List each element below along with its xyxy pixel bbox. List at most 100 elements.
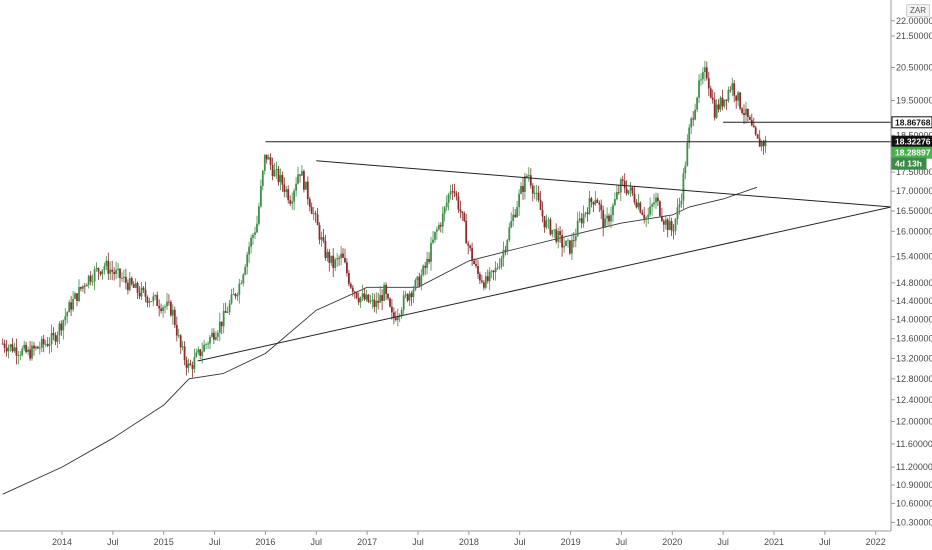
candle-body xyxy=(666,219,669,231)
candle-body xyxy=(381,295,383,301)
candle-body xyxy=(338,258,340,259)
candle-body xyxy=(659,201,661,216)
candle-body xyxy=(686,142,689,166)
candle-body xyxy=(694,109,696,120)
price-tick-label: 20.50000 xyxy=(896,63,932,73)
candle-body xyxy=(664,219,667,225)
candle-body xyxy=(70,302,72,310)
candle-body xyxy=(183,346,186,361)
candle-body xyxy=(496,267,499,269)
candle-body xyxy=(747,108,749,117)
candle-body xyxy=(213,332,215,340)
candle-body xyxy=(60,323,63,331)
candle-body xyxy=(297,174,299,184)
candle-body xyxy=(166,301,168,307)
candle-body xyxy=(688,127,691,143)
candle-body xyxy=(82,285,84,289)
candle-body xyxy=(11,344,14,352)
candle-body xyxy=(754,127,757,135)
candle-body xyxy=(97,268,100,272)
candle-body xyxy=(168,301,170,303)
candle-body xyxy=(396,316,399,320)
candle-body xyxy=(127,282,129,291)
candle-body xyxy=(359,297,362,303)
candle-body xyxy=(21,348,24,355)
time-tick-label: 2021 xyxy=(764,537,784,547)
candle-body xyxy=(260,186,262,207)
price-tick-label: 12.00000 xyxy=(896,417,932,427)
candle-body xyxy=(293,190,295,202)
candle-body xyxy=(418,276,421,287)
candle-body xyxy=(518,193,520,208)
candle-body xyxy=(723,99,726,107)
candle-body xyxy=(745,108,747,116)
candle-body xyxy=(600,204,603,211)
candle-body xyxy=(614,199,616,205)
candle-body xyxy=(471,248,473,261)
candle-body xyxy=(657,197,659,202)
candle-body xyxy=(545,220,548,228)
candle-body xyxy=(275,168,278,170)
candle-body xyxy=(559,231,561,235)
candle-body xyxy=(344,257,346,263)
candle-body xyxy=(193,357,196,369)
candle-body xyxy=(25,344,27,352)
candle-body xyxy=(111,269,114,272)
candle-body xyxy=(342,253,344,258)
candle-body xyxy=(332,255,335,268)
candle-body xyxy=(590,198,593,202)
candle-body xyxy=(553,229,556,231)
candle-body xyxy=(56,335,59,342)
candle-body xyxy=(152,296,155,302)
candle-body xyxy=(539,200,542,210)
candle-body xyxy=(54,335,57,342)
candle-body xyxy=(541,209,544,217)
candle-body xyxy=(310,207,313,214)
candle-body xyxy=(240,283,243,285)
candle-body xyxy=(447,194,450,203)
candle-body xyxy=(85,284,88,287)
candle-body xyxy=(459,209,462,212)
candle-body xyxy=(439,224,442,227)
candle-body xyxy=(357,297,360,303)
candle-body xyxy=(363,293,366,300)
candle-body xyxy=(146,296,149,303)
time-tick-label: Jul xyxy=(717,537,729,547)
candle-body xyxy=(209,337,211,344)
candle-body xyxy=(502,249,505,258)
price-tick-label: 12.80000 xyxy=(896,374,932,384)
candle-body xyxy=(361,293,364,298)
candle-body xyxy=(348,273,350,284)
candle-body xyxy=(1,343,4,345)
candle-body xyxy=(506,240,509,251)
time-tick-label: Jul xyxy=(311,537,323,547)
candle-body xyxy=(215,336,217,340)
plot-area[interactable] xyxy=(1,60,892,495)
candle-body xyxy=(445,202,448,208)
candle-body xyxy=(465,220,468,244)
candle-body xyxy=(725,99,728,101)
candle-body xyxy=(189,363,192,365)
candle-body xyxy=(641,212,644,215)
time-axis[interactable]: 2014 Jul 2015 Jul 2016 Jul 2017 Jul 2018 Jul 2019 J… xyxy=(52,531,886,547)
candle-body xyxy=(569,240,571,254)
candle-body xyxy=(504,249,507,251)
candle-body xyxy=(451,191,454,193)
candle-body xyxy=(441,213,444,227)
candle-body xyxy=(481,280,483,283)
time-tick-label: 2019 xyxy=(561,537,581,547)
candle-body xyxy=(580,218,583,224)
candle-body xyxy=(87,275,90,285)
trendline-support[interactable] xyxy=(197,206,892,362)
price-axis[interactable]: 22.00000 21.50000 20.50000 19.50000 18.50000… xyxy=(891,16,932,528)
candle-body xyxy=(19,354,22,356)
candle-body xyxy=(522,186,524,192)
trendline-resistance[interactable] xyxy=(316,160,892,208)
candle-body xyxy=(764,139,767,147)
candle-body xyxy=(705,67,708,79)
candle-body xyxy=(547,219,550,221)
price-tick-label: 14.00000 xyxy=(896,315,932,325)
candle-body xyxy=(432,239,434,243)
candle-body xyxy=(140,287,143,297)
